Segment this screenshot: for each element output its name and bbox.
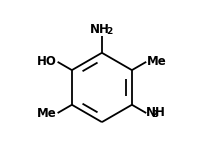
Text: HO: HO: [37, 55, 57, 68]
Text: NH: NH: [90, 23, 110, 36]
Text: 2: 2: [106, 27, 113, 36]
Text: Me: Me: [147, 55, 167, 68]
Text: Me: Me: [37, 107, 57, 119]
Text: 2: 2: [151, 110, 158, 118]
Text: NH: NH: [146, 106, 166, 119]
